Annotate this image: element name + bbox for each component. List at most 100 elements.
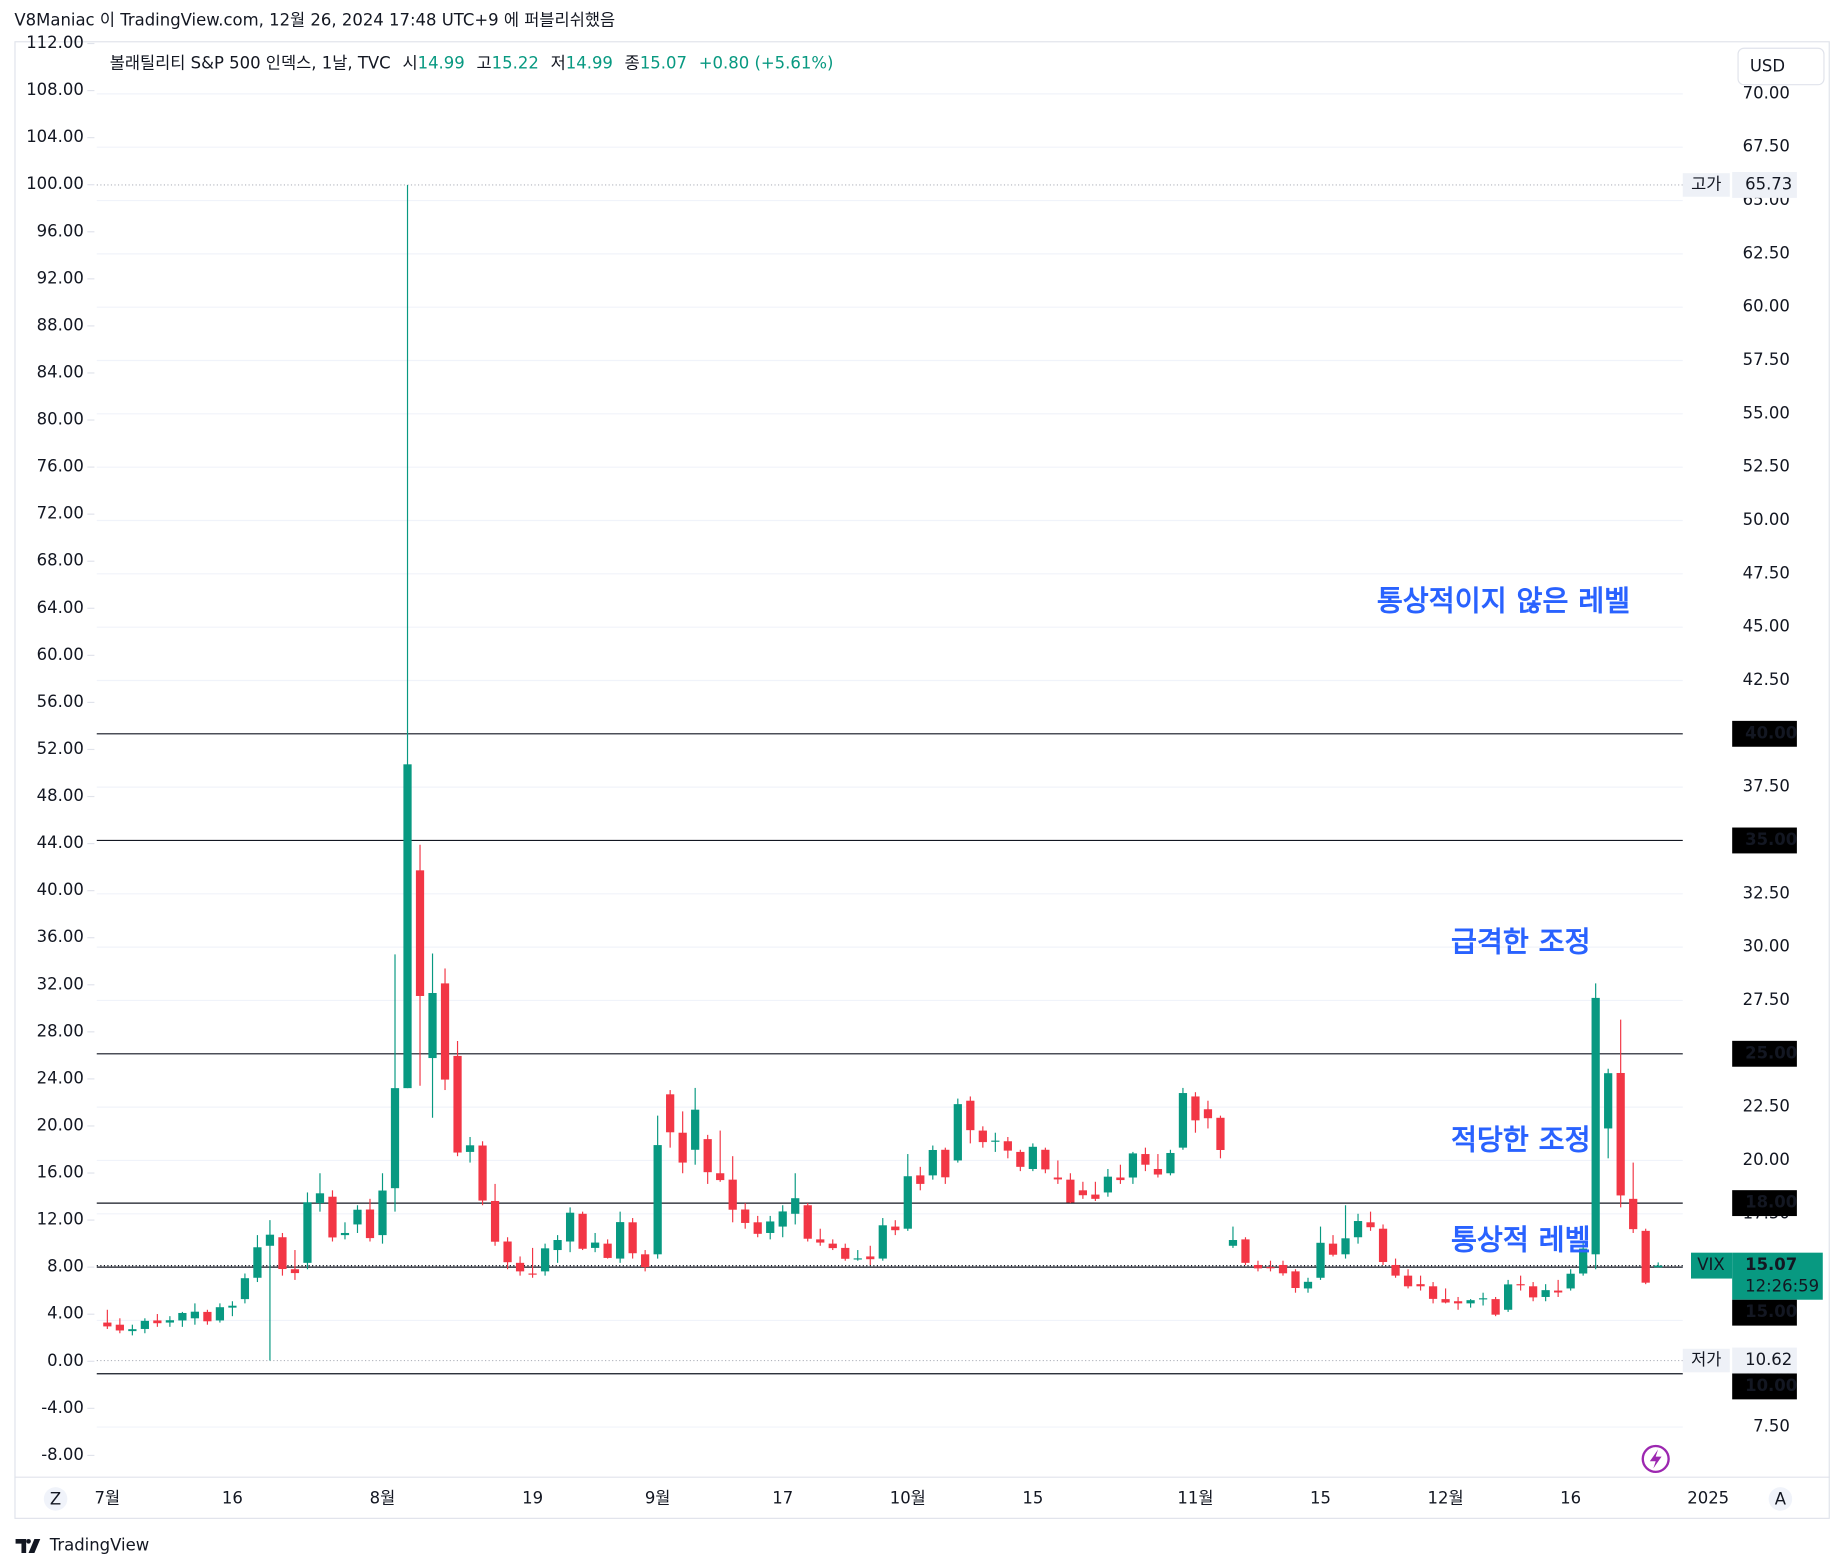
candle-body [941,1149,950,1178]
candle-body [1116,1177,1125,1181]
candle-body [115,1324,124,1331]
candle-body [178,1312,187,1321]
candle-body [766,1221,775,1233]
candle-body [1491,1299,1500,1315]
candle-body [1466,1300,1475,1304]
candle-body [841,1247,850,1259]
plot [103,184,1663,1361]
y-tick-label: 27.50 [1743,990,1790,1009]
last-price-value: 15.07 [1745,1255,1797,1274]
candle-body [1566,1273,1575,1289]
last-price-symbol-box [1690,1252,1733,1279]
candle-body [653,1145,662,1255]
high-marker-value: 65.73 [1745,174,1792,193]
candle-body [1266,1267,1275,1269]
legend: 볼래틸리티 S&P 500 인덱스, 1날, TVC 시14.99 고15.22 저1… [110,53,834,72]
candle-body [1416,1284,1425,1287]
candle-body [803,1205,812,1239]
candle-body [1003,1141,1012,1151]
y2-tick-label: 68.00 [37,551,84,570]
candle-body [578,1213,587,1249]
last-price-box [1732,1252,1823,1300]
candle-body [1203,1109,1213,1119]
y-tick-label: 57.50 [1743,350,1790,369]
candle-body [1541,1290,1550,1297]
candle-body [415,870,425,996]
candle-body [1616,1072,1625,1196]
y2-tick-label: -4.00 [41,1398,84,1417]
candle-body [528,1273,537,1275]
candle-body [328,1196,337,1238]
publish-header: V8Maniac 이 TradingView.com, 12월 26, 2024… [14,11,615,30]
candle-body [916,1175,925,1184]
candle-body [465,1145,475,1152]
candle-body [1341,1238,1350,1255]
candle-body [1591,997,1600,1255]
candle-body [353,1209,362,1225]
candle-body [1441,1299,1450,1303]
x-tick-label: 8월 [370,1488,396,1507]
candle-body [641,1254,650,1268]
candle-body [891,1226,900,1231]
candle-body [1166,1152,1175,1174]
candle-body [403,764,412,1089]
scale-button[interactable] [1768,1487,1793,1511]
candle-body [1078,1190,1088,1196]
lightning-icon[interactable] [1641,1444,1670,1474]
y-tick-label: 55.00 [1743,403,1790,422]
level-label: 40.00 [1745,723,1797,742]
candle-body [1153,1168,1163,1175]
y2-tick-label: 0.00 [47,1351,84,1370]
low-marker-value: 10.62 [1745,1350,1792,1369]
y2-tick-label: 92.00 [37,268,84,287]
y2-tick-label: -8.00 [41,1445,84,1464]
x-tick-label: 10월 [890,1488,926,1507]
x-tick-label: 17 [772,1488,793,1507]
annotation: 적당한 조정 [1451,1123,1591,1156]
y2-tick-label: 16.00 [37,1163,84,1182]
candle-body [703,1139,712,1173]
candle-body [1291,1271,1300,1289]
candle-body [1028,1146,1037,1169]
y-tick-label: 37.50 [1743,777,1790,796]
y2-tick-label: 100.00 [26,174,84,193]
y2-tick-label: 88.00 [37,315,84,334]
candle-body [103,1322,112,1327]
y2-tick-label: 80.00 [37,410,84,429]
y2-tick-label: 64.00 [37,598,84,617]
y-tick-label: 52.50 [1743,457,1790,476]
y2-tick-label: 44.00 [37,833,84,852]
candle-body [1191,1096,1200,1121]
currency: USD [1750,57,1785,76]
candle-body [1403,1275,1413,1287]
y-tick-label: 22.50 [1743,1097,1790,1116]
high-marker-value-box [1732,172,1797,198]
y2-tick-label: 108.00 [26,80,84,99]
open-value: 14.99 [418,53,465,72]
candle-body [666,1094,675,1133]
high-marker-tag: 고가 [1691,174,1721,193]
y2-tick-label: 52.00 [37,739,84,758]
candle-body [753,1222,762,1234]
candle-body [1141,1154,1150,1165]
candle-body [140,1320,149,1329]
candle-body [728,1179,737,1210]
x-tick-label: 2025 [1687,1488,1729,1507]
candle-body [590,1242,600,1248]
candle-body [1278,1264,1288,1274]
x-tick-label: 12월 [1428,1488,1464,1507]
candle-body [1428,1286,1438,1299]
scale-button[interactable] [43,1487,68,1511]
candle-body [1328,1243,1338,1255]
currency-button[interactable] [1737,47,1825,86]
candle-body [628,1222,637,1254]
annotation: 통상적 레벨 [1451,1223,1591,1256]
open-label: 시 [402,53,417,72]
scale-button-label: Z [50,1490,61,1509]
candle-body [215,1307,225,1321]
y-tick-label: 30.00 [1743,937,1790,956]
x-tick-label: 15 [1022,1488,1043,1507]
low-marker-tag-box [1682,1348,1730,1373]
candle-body [778,1211,787,1227]
level-label-box [1732,1190,1797,1217]
